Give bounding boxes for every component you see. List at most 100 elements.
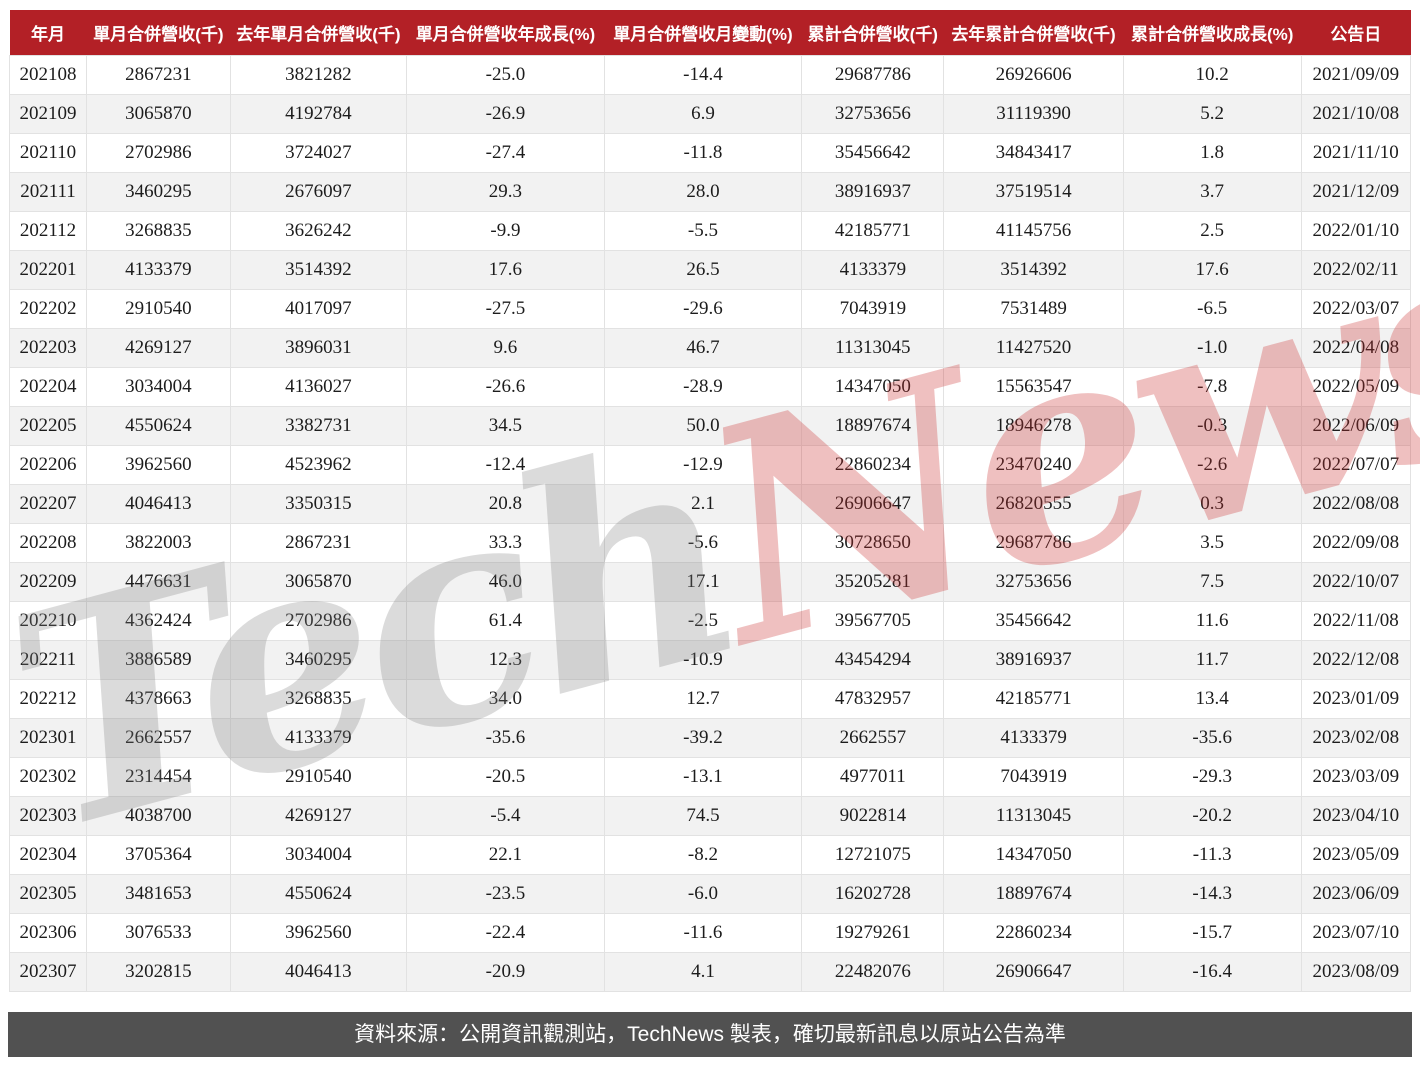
table-cell: 2023/08/09: [1300, 952, 1412, 992]
column-header: 公告日: [1301, 10, 1411, 56]
table-row: 202108 2867231 3821282 -25.0 -14.4 29687786 26…: [8, 55, 1412, 95]
table-cell: 39567705: [801, 601, 945, 641]
table-cell: 35456642: [943, 601, 1124, 641]
table-cell: 35456642: [801, 133, 945, 173]
table-cell: 2023/01/09: [1300, 679, 1412, 719]
table-cell: 28.0: [603, 172, 803, 212]
table-cell: 202303: [8, 796, 88, 836]
table-cell: 4133379: [86, 250, 231, 290]
table-cell: 13.4: [1122, 679, 1302, 719]
table-cell: -5.5: [603, 211, 803, 251]
table-cell: 74.5: [603, 796, 803, 836]
table-cell: 2021/12/09: [1300, 172, 1412, 212]
table-row: 202111 3460295 2676097 29.3 28.0 38916937 3751…: [8, 172, 1412, 212]
table-row: 202209 4476631 3065870 46.0 17.1 35205281 3275…: [8, 562, 1412, 602]
column-header: 累計合併營收(千): [801, 10, 944, 56]
table-cell: 3202815: [86, 952, 231, 992]
table-cell: 29687786: [801, 55, 945, 95]
table-cell: 2021/10/08: [1300, 94, 1412, 134]
table-cell: 202301: [8, 718, 88, 758]
table-cell: 4017097: [229, 289, 408, 329]
table-cell: 7043919: [943, 757, 1124, 797]
table-cell: 2022/01/10: [1300, 211, 1412, 251]
table-cell: 11313045: [801, 328, 945, 368]
table-cell: 7531489: [943, 289, 1124, 329]
table-cell: 2314454: [86, 757, 231, 797]
table-cell: 17.6: [406, 250, 605, 290]
table-cell: 202108: [8, 55, 88, 95]
column-header: 單月合併營收(千): [86, 10, 231, 56]
table-cell: -10.9: [603, 640, 803, 680]
table-cell: 3626242: [229, 211, 408, 251]
table-cell: 37519514: [943, 172, 1124, 212]
table-cell: 3350315: [229, 484, 408, 524]
table-cell: -25.0: [406, 55, 605, 95]
table-cell: 3514392: [943, 250, 1124, 290]
column-header: 年月: [9, 10, 87, 56]
table-cell: 4269127: [229, 796, 408, 836]
table-cell: 22.1: [406, 835, 605, 875]
table-cell: 14347050: [943, 835, 1124, 875]
table-cell: -6.0: [603, 874, 803, 914]
table-cell: 4192784: [229, 94, 408, 134]
table-cell: 11.6: [1122, 601, 1302, 641]
table-cell: 2022/06/09: [1300, 406, 1412, 446]
table-cell: 2022/10/07: [1300, 562, 1412, 602]
table-cell: 202206: [8, 445, 88, 485]
table-cell: 3962560: [86, 445, 231, 485]
table-cell: 2022/12/08: [1300, 640, 1412, 680]
table-cell: 202211: [8, 640, 88, 680]
table-cell: 5.2: [1122, 94, 1302, 134]
table-cell: 26926606: [943, 55, 1124, 95]
table-row: 202201 4133379 3514392 17.6 26.5 4133379 35143…: [8, 250, 1412, 290]
table-cell: 202205: [8, 406, 88, 446]
table-row: 202112 3268835 3626242 -9.9 -5.5 42185771 4114…: [8, 211, 1412, 251]
table-row: 202210 4362424 2702986 61.4 -2.5 39567705 3545…: [8, 601, 1412, 641]
table-cell: 17.6: [1122, 250, 1302, 290]
column-header: 去年單月合併營收(千): [230, 10, 407, 56]
table-cell: 29687786: [943, 523, 1124, 563]
table-cell: 7.5: [1122, 562, 1302, 602]
column-header: 去年累計合併營收(千): [943, 10, 1124, 56]
table-cell: 9022814: [801, 796, 945, 836]
table-cell: -16.4: [1122, 952, 1302, 992]
table-cell: 2023/03/09: [1300, 757, 1412, 797]
table-cell: 202208: [8, 523, 88, 563]
table-cell: 3705364: [86, 835, 231, 875]
table-cell: 38916937: [943, 640, 1124, 680]
table-cell: 2702986: [86, 133, 231, 173]
table-cell: 4046413: [229, 952, 408, 992]
table-row: 202205 4550624 3382731 34.5 50.0 18897674 1894…: [8, 406, 1412, 446]
table-cell: 3460295: [86, 172, 231, 212]
table-cell: -15.7: [1122, 913, 1302, 953]
table-cell: 34.0: [406, 679, 605, 719]
table-cell: -2.5: [603, 601, 803, 641]
table-cell: 19279261: [801, 913, 945, 953]
table-cell: 2.5: [1122, 211, 1302, 251]
table-cell: -1.0: [1122, 328, 1302, 368]
table-cell: -6.5: [1122, 289, 1302, 329]
table-cell: 1.8: [1122, 133, 1302, 173]
table-cell: 26906647: [943, 952, 1124, 992]
table-cell: -14.4: [603, 55, 803, 95]
table-cell: 202204: [8, 367, 88, 407]
table-cell: 12.3: [406, 640, 605, 680]
table-cell: 2022/07/07: [1300, 445, 1412, 485]
table-cell: 2662557: [801, 718, 945, 758]
table-cell: -26.9: [406, 94, 605, 134]
table-cell: 4133379: [229, 718, 408, 758]
table-cell: 3822003: [86, 523, 231, 563]
table-cell: 50.0: [603, 406, 803, 446]
table-cell: 202307: [8, 952, 88, 992]
table-cell: 31119390: [943, 94, 1124, 134]
table-cell: -0.3: [1122, 406, 1302, 446]
table-row: 202208 3822003 2867231 33.3 -5.6 30728650 2968…: [8, 523, 1412, 563]
table-cell: 42185771: [943, 679, 1124, 719]
table-cell: 2023/06/09: [1300, 874, 1412, 914]
revenue-table-container: 年月 單月合併營收(千) 去年單月合併營收(千) 單月合併營收年成長(%) 單月合併營收…: [8, 10, 1412, 992]
table-cell: 2910540: [229, 757, 408, 797]
table-cell: -2.6: [1122, 445, 1302, 485]
table-row: 202304 3705364 3034004 22.1 -8.2 12721075 1434…: [8, 835, 1412, 875]
table-cell: 0.3: [1122, 484, 1302, 524]
table-cell: 2676097: [229, 172, 408, 212]
